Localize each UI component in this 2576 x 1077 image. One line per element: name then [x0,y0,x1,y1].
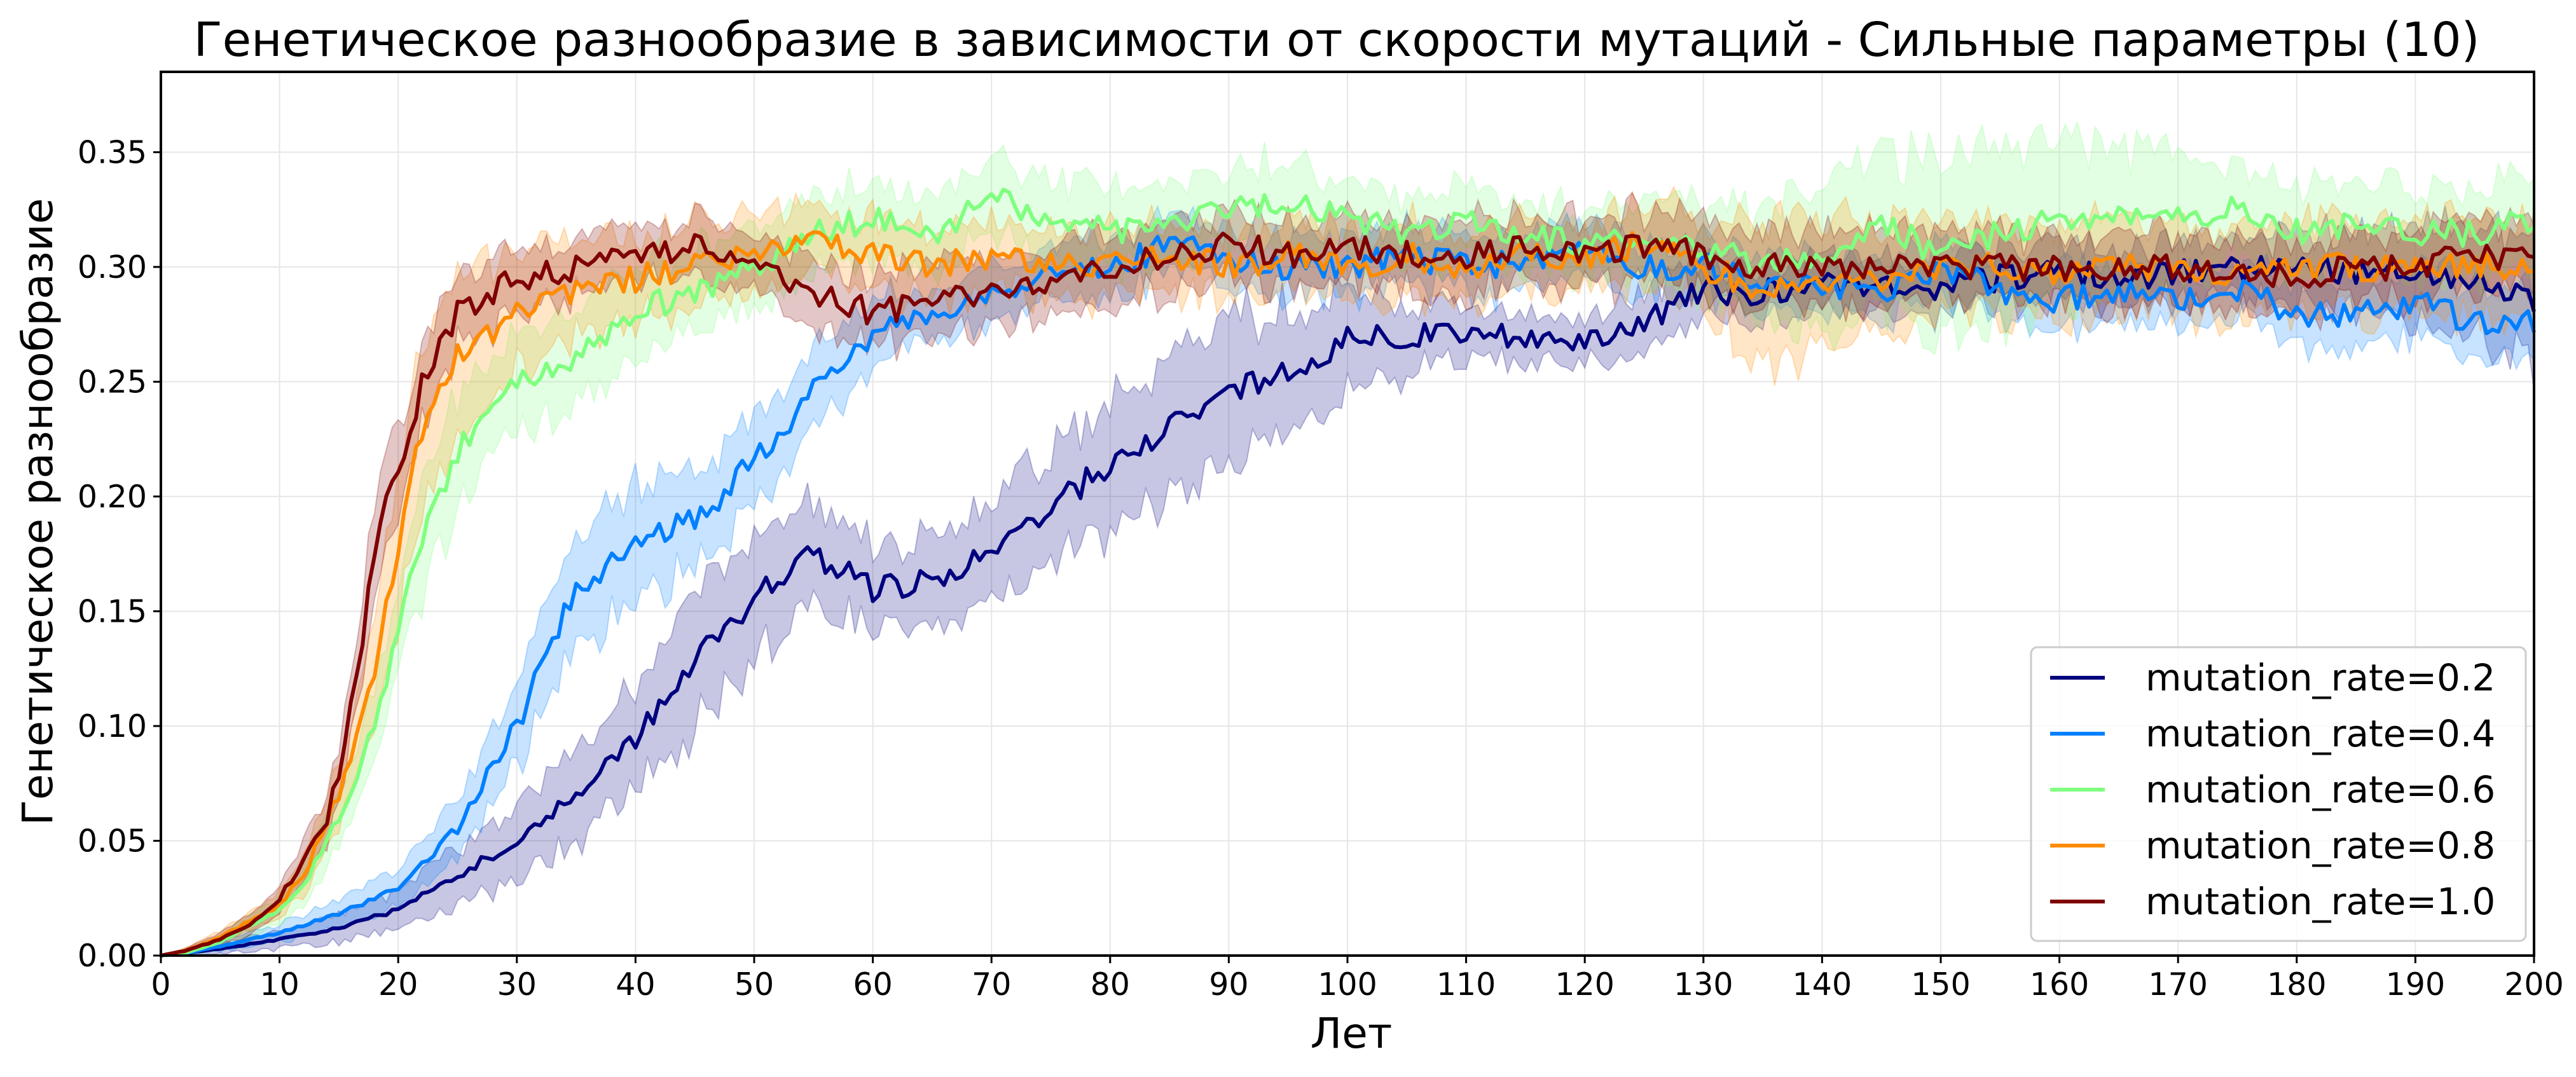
y-axis-label: Генетическое разнообразие [13,198,62,826]
y-tick-label: 0.30 [78,249,147,285]
x-tick-label: 150 [1911,966,1971,1003]
series-line [160,230,2535,957]
legend-entry-label: mutation_rate=1.0 [2146,880,2495,923]
x-tick-label: 60 [853,966,892,1003]
legend-entry-label: mutation_rate=0.4 [2146,712,2495,755]
y-tick-label: 0.25 [78,364,147,400]
y-tick-label: 0.35 [78,134,147,170]
x-tick-label: 80 [1091,966,1130,1003]
y-tick-label: 0.10 [78,708,147,744]
legend-box [2030,646,2527,942]
legend-entry-label: mutation_rate=0.6 [2146,768,2495,811]
y-axis-ticks: 0.00 0.05 0.10 0.15 0.20 0.25 0.30 0.35 [78,134,161,974]
x-tick-label: 180 [2267,966,2327,1003]
chart-title: Генетическое разнообразие в зависимости … [193,13,2479,67]
x-tick-label: 40 [616,966,655,1003]
y-tick-label: 0.20 [78,479,147,515]
x-tick-label: 0 [151,966,170,1003]
x-tick-label: 110 [1436,966,1496,1003]
x-tick-label: 70 [972,966,1011,1003]
x-axis-label: Лет [1311,1009,1393,1058]
legend-entry-label: mutation_rate=0.2 [2146,656,2495,699]
y-tick-label: 0.15 [78,593,147,629]
x-tick-label: 170 [2148,966,2208,1003]
x-tick-label: 160 [2030,966,2090,1003]
x-tick-label: 120 [1555,966,1615,1003]
x-tick-label: 100 [1318,966,1377,1003]
x-tick-label: 30 [497,966,537,1003]
y-tick-label: 0.05 [78,823,147,859]
legend-entry-label: mutation_rate=0.8 [2146,824,2495,867]
x-tick-label: 140 [1793,966,1852,1003]
series-lines [160,188,2536,957]
series-line [160,235,2536,957]
legend: mutation_rate=0.2 mutation_rate=0.4mutati… [2030,646,2527,942]
x-tick-label: 190 [2386,966,2446,1003]
series-line [160,254,2536,957]
x-tick-label: 20 [378,966,418,1003]
x-tick-label: 200 [2504,966,2564,1003]
x-tick-label: 90 [1209,966,1248,1003]
series-line [160,231,2535,957]
series-line [160,188,2535,957]
x-tick-label: 130 [1674,966,1733,1003]
x-axis-ticks: 0 10 20 30 40 50 60 70 80 90 100 110 120 130 140 150 160… [151,956,2564,1003]
x-tick-label: 50 [734,966,774,1003]
y-tick-label: 0.00 [78,938,147,974]
x-tick-label: 10 [259,966,299,1003]
